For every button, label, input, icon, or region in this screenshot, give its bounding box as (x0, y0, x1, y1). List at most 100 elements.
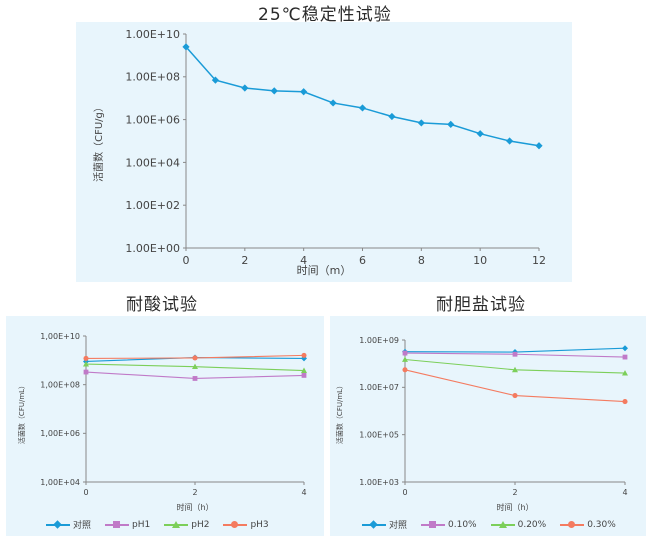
acid-y-tick-label: 1,00E+04 (40, 478, 80, 487)
main-x-axis-label: 时间（m） (297, 264, 352, 277)
main-chart-panel: 1.00E+00 1.00E+02 1.00E+04 1.00E+06 1.00E+08… (76, 22, 572, 282)
main-y-tick-label: 1.00E+02 (125, 199, 180, 212)
bile-legend-label: 0.30% (587, 519, 616, 530)
acid-legend-item: pH2 (164, 518, 209, 531)
acid-legend-swatch (164, 520, 189, 529)
main-series-0-point (358, 104, 367, 112)
main-series-0-point (211, 76, 220, 84)
main-y-axis-label: 活菌数（CFU/g） (92, 102, 105, 182)
bile-y-tick-label: 1.00E+07 (359, 383, 399, 392)
acid-legend-swatch (46, 519, 70, 529)
main-x-tick-label: 2 (241, 254, 248, 267)
bile-series-1-point (402, 350, 408, 356)
bile-x-tick-label: 4 (622, 488, 627, 497)
acid-legend-swatch (223, 520, 248, 529)
acid-legend-item: 对照 (46, 518, 91, 531)
main-series-0-point (329, 99, 337, 107)
acid-legend-label: pH3 (250, 519, 269, 530)
acid-legend-label: pH1 (132, 519, 151, 530)
acid-series-1-point (83, 369, 89, 375)
acid-series-2-point (192, 363, 198, 370)
acid-legend-item: pH3 (223, 518, 269, 531)
bile-series-3-point (402, 367, 408, 373)
main-x-tick-label: 6 (359, 254, 366, 267)
acid-series-3-point (301, 352, 307, 358)
bile-series-2-point (512, 366, 518, 373)
main-series-0-point (300, 88, 308, 96)
main-chart: 1.00E+00 1.00E+02 1.00E+04 1.00E+06 1.00E+08… (92, 28, 546, 277)
acid-series-3-point (192, 355, 198, 361)
acid-x-axis-label: 时间（h） (176, 502, 213, 512)
acid-series-1-point (301, 373, 307, 378)
acid-y-tick-label: 1,00E+10 (40, 332, 80, 341)
main-y-tick-label: 1.00E+04 (125, 156, 180, 169)
bile-series-3-point (512, 392, 518, 399)
acid-chart: 1,00E+04 1,00E+06 1,00E+08 1,00E+10 0 2 4 时间（h）… (17, 332, 307, 512)
bile-y-axis-label: 活菌数（CFU/mL） (335, 382, 344, 444)
acid-y-tick-label: 1,00E+06 (40, 429, 80, 438)
bile-legend-item: 0.20% (490, 518, 547, 531)
acid-legend-label: 对照 (73, 521, 92, 531)
bile-legend-item: 对照 (362, 518, 407, 531)
bile-y-tick-label: 1.00E+09 (359, 336, 399, 345)
bile-chart: 1.00E+03 1.00E+05 1.00E+07 1.00E+09 0 2 4 时间（h）… (335, 336, 628, 512)
main-series-0-point (505, 137, 514, 145)
main-series-0-point (388, 112, 396, 121)
acid-x-tick-label: 4 (301, 488, 306, 497)
acid-x-tick-label: 0 (83, 488, 88, 497)
bile-series-2-point (622, 370, 628, 376)
bile-series-1-point (512, 351, 518, 357)
main-y-tick-label: 1.00E+10 (125, 28, 180, 41)
acid-series-2-point (301, 367, 307, 373)
main-x-tick-label: 0 (183, 254, 190, 267)
bile-legend-swatch (490, 520, 515, 529)
main-x-tick-label: 10 (473, 254, 487, 267)
main-x-tick-label: 8 (418, 254, 425, 267)
bile-series-2-point (402, 356, 408, 362)
bile-y-tick-label: 1.00E+03 (359, 478, 399, 487)
main-series-0-point (241, 84, 249, 92)
acid-series-2-point (83, 361, 89, 367)
bile-x-tick-label: 2 (512, 488, 517, 497)
bile-y-tick-label: 1.00E+05 (359, 430, 399, 439)
main-series-0-point (535, 142, 543, 150)
bile-x-tick-label: 0 (402, 488, 407, 497)
bile-legend-item: 0.10% (421, 518, 477, 531)
acid-legend-item: pH1 (105, 518, 150, 531)
acid-series-3-point (83, 355, 89, 361)
main-series-0-point (447, 120, 455, 128)
main-x-tick-label: 12 (532, 254, 546, 267)
bile-legend-swatch (560, 520, 585, 529)
bile-series-1-point (622, 354, 628, 360)
main-y-tick-label: 1.00E+08 (125, 71, 180, 84)
acid-series-0-point (301, 355, 307, 362)
bile-legend-label: 0.20% (517, 519, 547, 530)
bile-legend-label: 对照 (389, 521, 408, 531)
main-y-tick-label: 1.00E+06 (125, 113, 180, 126)
acid-chart-panel: 1,00E+04 1,00E+06 1,00E+08 1,00E+10 0 2 4 时间（h）… (6, 316, 324, 536)
acid-series-1-point (192, 376, 198, 381)
bile-legend-swatch (421, 520, 446, 529)
main-series-0-point (476, 130, 484, 138)
bile-series-0-point (622, 345, 628, 352)
main-x-tick-label: 4 (300, 254, 307, 267)
acid-legend-swatch (105, 520, 130, 529)
bile-legend-item: 0.30% (560, 518, 616, 531)
bile-chart-panel: 1.00E+03 1.00E+05 1.00E+07 1.00E+09 0 2 4 时间（h）… (330, 316, 646, 536)
acid-y-tick-label: 1,00E+08 (40, 380, 80, 389)
main-series-0-point (417, 119, 425, 127)
main-y-tick-label: 1.00E+00 (125, 242, 180, 255)
acid-legend-label: pH2 (191, 519, 210, 530)
bile-series-3-point (622, 399, 628, 405)
bile-legend-label: 0.10% (448, 519, 477, 530)
acid-chart-title: 耐酸试验 (126, 295, 198, 315)
bile-chart-title: 耐胆盐试验 (436, 295, 526, 315)
acid-legend: 对照 pH1 pH2 pH3 (46, 518, 269, 531)
main-series-0-point (182, 43, 190, 51)
main-series-0-line (185, 46, 540, 147)
bile-legend: 对照 0.10% 0.20% 0.30% (362, 518, 616, 531)
bile-x-axis-label: 时间（h） (496, 502, 533, 512)
main-chart-title: 25℃稳定性试验 (258, 5, 392, 25)
main-series-0-point (270, 87, 278, 95)
bile-legend-swatch (362, 519, 386, 529)
